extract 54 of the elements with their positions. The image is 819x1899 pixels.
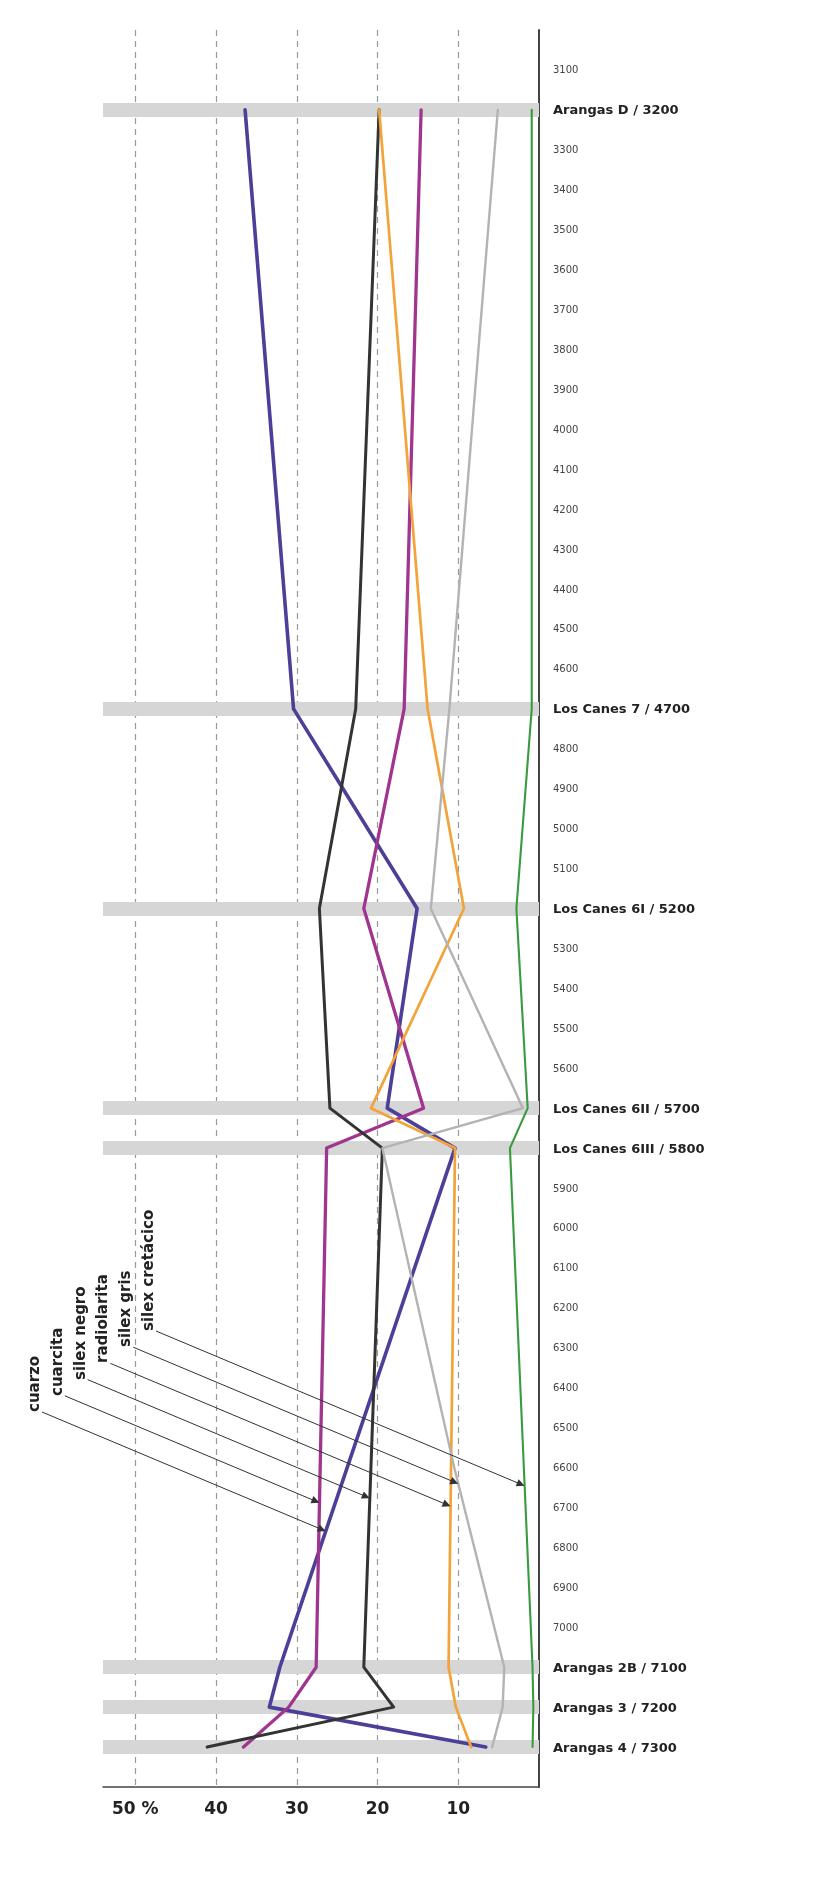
text: silex cretácico	[139, 1209, 157, 1331]
y-tick-label: 6900	[553, 1581, 579, 1593]
y-tick-label: 3400	[553, 184, 579, 196]
y-tick-label: Los Canes 6II / 5700	[553, 1100, 700, 1116]
y-tick-label: 6400	[553, 1382, 579, 1394]
y-tick-label: Los Canes 7 / 4700	[553, 701, 691, 717]
y-tick-label: 4100	[553, 463, 579, 475]
y-tick-label: 5900	[553, 1182, 579, 1194]
y-tick-label: 3500	[553, 224, 579, 236]
y-tick-label: Los Canes 6III / 5800	[553, 1140, 705, 1156]
y-tick-label: 6700	[553, 1501, 579, 1513]
y-tick-label: 6800	[553, 1541, 579, 1553]
y-tick-label: 4500	[553, 623, 579, 635]
y-tick-label: 5300	[553, 942, 579, 954]
x-tick-label: 30	[284, 1797, 309, 1818]
y-tick-label: 3800	[553, 343, 579, 355]
y-tick-label: Arangas D / 3200	[553, 102, 679, 118]
y-tick-label: Los Canes 6I / 5200	[553, 901, 695, 916]
y-tick-label: 3700	[553, 304, 579, 316]
y-tick-label: 4400	[553, 583, 579, 595]
y-tick-label: 5100	[553, 863, 579, 875]
y-tick-label: 5000	[553, 823, 579, 835]
y-tick-label: 7000	[553, 1621, 579, 1633]
y-tick-label: 5400	[553, 982, 579, 994]
y-tick-label: 3300	[553, 144, 579, 156]
text: radiolarita	[93, 1274, 112, 1364]
text: silex gris	[116, 1270, 135, 1348]
y-tick-label: Arangas 3 / 7200	[553, 1699, 677, 1715]
y-tick-label: 6200	[553, 1302, 579, 1314]
y-tick-label: 6500	[553, 1422, 579, 1434]
x-tick-label: 50 %	[111, 1797, 159, 1818]
y-tick-label: 4800	[553, 743, 579, 755]
y-tick-label: 4000	[553, 423, 579, 435]
text: cuarcita	[47, 1327, 66, 1396]
y-tick-label: 4600	[553, 663, 579, 675]
text: silex negro	[70, 1286, 89, 1380]
x-tick-label: 40	[204, 1797, 229, 1818]
y-tick-label: 6300	[553, 1342, 579, 1354]
y-tick-label: 3600	[553, 264, 579, 276]
y-tick-label: 6600	[553, 1462, 579, 1474]
y-tick-label: 5600	[553, 1062, 579, 1074]
x-tick-label: 10	[446, 1797, 471, 1818]
y-tick-label: 5500	[553, 1022, 579, 1034]
text: cuarzo	[25, 1355, 43, 1412]
y-tick-label: Arangas 2B / 7100	[553, 1659, 687, 1675]
y-tick-label: 4200	[553, 503, 579, 515]
y-tick-label: 3100	[553, 64, 579, 76]
y-tick-label: 6000	[553, 1222, 579, 1234]
y-tick-label: 3900	[553, 383, 579, 395]
y-tick-label: 6100	[553, 1262, 579, 1274]
x-tick-label: 20	[365, 1797, 390, 1818]
y-tick-label: 4900	[553, 783, 579, 795]
y-tick-label: Arangas 4 / 7300	[553, 1739, 677, 1755]
y-tick-label: 4300	[553, 543, 579, 555]
